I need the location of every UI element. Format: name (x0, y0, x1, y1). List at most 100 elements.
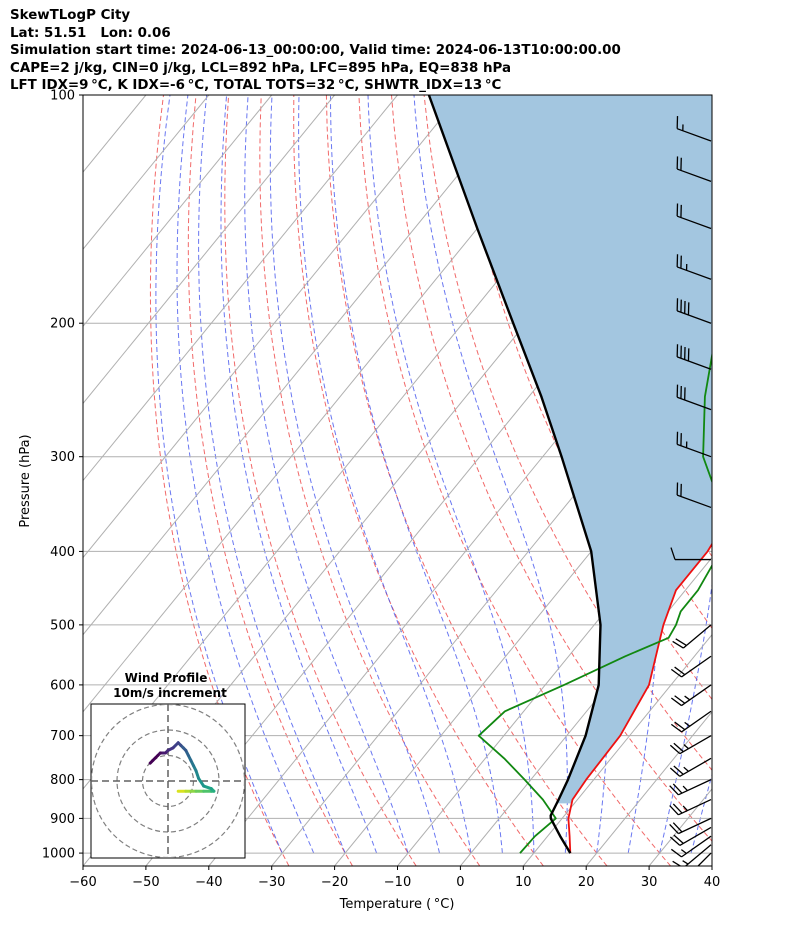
x-tick-label: −20 (321, 875, 348, 890)
dry-adiabat (358, 95, 671, 866)
wind-barb (676, 156, 712, 182)
parcel-line (427, 95, 602, 854)
wind-barb (669, 817, 712, 835)
wind-barb (676, 298, 712, 324)
wind-barb (670, 547, 711, 561)
station-title: SkewTLogP City (10, 8, 131, 23)
y-tick-label: 1000 (42, 847, 75, 862)
isotherm (83, 95, 84, 96)
y-tick-label: 400 (50, 545, 75, 560)
isotherm (397, 479, 712, 866)
isotherm (460, 556, 712, 866)
wind-barb (670, 835, 712, 858)
isotherm (83, 95, 210, 250)
wind-barb (676, 254, 712, 280)
wind-barb (670, 655, 712, 678)
stability-line: LFT IDX=9 °C, K IDX=-6 °C, TOTAL TOTS=32… (10, 78, 502, 93)
isotherm (83, 95, 335, 405)
moist-adiabat (367, 95, 535, 854)
dry-adiabat (149, 95, 290, 866)
hodograph-subtitle: 10m/s increment (113, 686, 227, 700)
moist-adiabat (155, 95, 283, 854)
wind-barb (670, 710, 712, 733)
wind-barb (669, 757, 712, 777)
moist-adiabat (330, 95, 503, 854)
location-line: Lat: 51.51 Lon: 0.06 (10, 25, 171, 41)
x-tick-label: 40 (704, 875, 721, 890)
wind-barb (672, 844, 712, 866)
isotherm (585, 711, 712, 866)
moist-adiabat (754, 95, 794, 853)
wind-barb (669, 798, 712, 816)
y-axis-label: Pressure (hPa) (18, 434, 33, 527)
y-tick-label: 200 (50, 317, 75, 332)
x-tick-label: −40 (195, 875, 222, 890)
temperature-line (567, 542, 712, 854)
x-tick-label: 30 (641, 875, 658, 890)
dry-adiabat (391, 95, 712, 842)
wind-barb (669, 826, 712, 846)
dewpoint-line (477, 350, 712, 854)
isotherm (83, 95, 524, 636)
moist-adiabat (198, 95, 346, 854)
moist-adiabat (644, 95, 712, 854)
moist-adiabat (176, 95, 315, 854)
indices-line: CAPE=2 j/kg, CIN=0 j/kg, LCL=892 hPa, LF… (10, 60, 512, 76)
dry-adiabat (293, 95, 544, 866)
isotherm (711, 865, 712, 866)
y-tick-label: 600 (50, 678, 75, 693)
x-tick-label: −10 (384, 875, 411, 890)
wind-barbs (669, 116, 712, 866)
isotherm (522, 633, 712, 866)
moist-adiabat (298, 95, 472, 854)
x-tick-label: −60 (69, 875, 96, 890)
dry-adiabat (325, 95, 608, 866)
isotherm (83, 95, 273, 328)
wind-barb (670, 684, 712, 707)
wind-barb (669, 735, 712, 755)
time-line: Simulation start time: 2024-06-13_00:00:… (10, 43, 621, 58)
wind-barb (676, 431, 712, 458)
wind-barb (676, 482, 712, 509)
hodograph-ring (91, 704, 245, 858)
dry-adiabat (750, 95, 794, 866)
x-tick-label: −50 (132, 875, 159, 890)
hodograph-title: Wind Profile (125, 671, 208, 685)
y-tick-label: 800 (50, 773, 75, 788)
moist-adiabat (723, 95, 794, 853)
dry-adiabat (187, 95, 353, 866)
isotherm (83, 95, 398, 482)
y-tick-label: 700 (50, 729, 75, 744)
dry-adiabat (717, 95, 794, 866)
moist-adiabat (244, 95, 409, 854)
isotherm (83, 95, 461, 559)
moist-adiabat (269, 95, 440, 854)
x-tick-label: 20 (578, 875, 595, 890)
isotherm (775, 95, 794, 866)
x-axis-label: Temperature ( °C) (339, 897, 455, 912)
wind-barb (669, 779, 712, 796)
dry-adiabat (259, 95, 481, 866)
cape-area (428, 95, 712, 804)
profiles (427, 95, 712, 854)
y-tick-label: 300 (50, 450, 75, 465)
x-tick-label: 0 (456, 875, 464, 890)
hodograph: Wind Profile 10m/s increment (90, 671, 246, 859)
wind-barb (672, 624, 712, 649)
x-tick-label: −30 (258, 875, 285, 890)
dry-adiabat (224, 95, 417, 866)
isotherm (208, 248, 712, 866)
wind-barb (676, 344, 712, 370)
wind-barb (676, 203, 712, 230)
cape-shading (428, 95, 712, 804)
y-tick-label: 100 (50, 89, 75, 104)
moist-adiabat (220, 95, 378, 854)
chart-header: SkewTLogP City Lat: 51.51 Lon: 0.06 Simula… (10, 7, 621, 95)
hodograph-segment (197, 776, 206, 788)
x-tick-label: 10 (515, 875, 532, 890)
hodograph-segment (148, 759, 155, 765)
y-tick-label: 900 (50, 812, 75, 827)
dry-adiabat (783, 95, 794, 866)
wind-barb (676, 116, 712, 142)
